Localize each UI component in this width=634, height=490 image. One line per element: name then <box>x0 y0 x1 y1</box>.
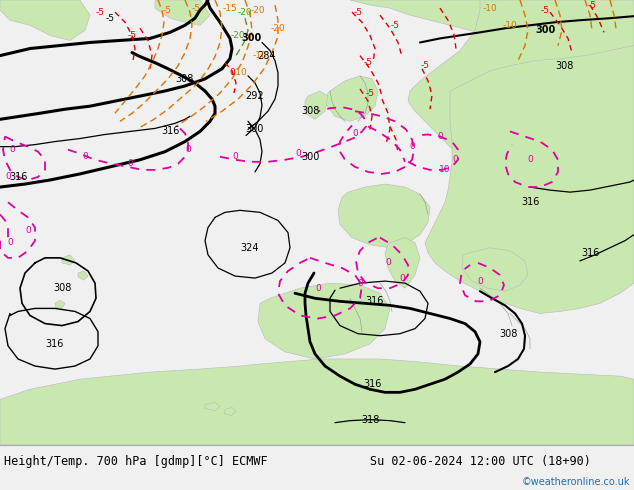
Text: -5: -5 <box>391 21 399 30</box>
Text: 318: 318 <box>361 415 379 425</box>
Polygon shape <box>350 0 634 76</box>
Polygon shape <box>155 0 210 25</box>
Text: 0: 0 <box>7 238 13 247</box>
Text: 0: 0 <box>315 284 321 293</box>
Text: 0: 0 <box>477 277 483 286</box>
Text: 316: 316 <box>364 379 382 389</box>
Text: 0: 0 <box>25 226 31 235</box>
Text: 316: 316 <box>46 339 64 349</box>
Text: -10: -10 <box>482 3 498 13</box>
Text: -5: -5 <box>365 89 375 98</box>
Polygon shape <box>462 248 528 291</box>
Text: 308: 308 <box>301 106 319 116</box>
Text: 284: 284 <box>257 50 275 61</box>
Polygon shape <box>62 255 75 265</box>
Text: 0: 0 <box>352 129 358 138</box>
Text: 0: 0 <box>232 152 238 161</box>
Polygon shape <box>78 271 88 280</box>
Polygon shape <box>224 408 236 416</box>
Text: -5: -5 <box>420 61 429 70</box>
Text: 0: 0 <box>357 279 363 288</box>
Text: -5: -5 <box>105 14 115 23</box>
Text: 0: 0 <box>82 152 88 161</box>
Text: 0: 0 <box>127 159 133 168</box>
Polygon shape <box>338 184 430 248</box>
Polygon shape <box>0 359 634 445</box>
Text: -10: -10 <box>233 68 247 77</box>
Text: 0: 0 <box>452 155 458 164</box>
Text: -20: -20 <box>271 24 285 33</box>
Text: 10: 10 <box>439 166 451 174</box>
Text: -5: -5 <box>541 5 550 15</box>
Text: 308: 308 <box>53 283 71 293</box>
Text: 308: 308 <box>499 329 517 339</box>
Text: 292: 292 <box>246 91 264 101</box>
Text: 324: 324 <box>241 243 259 253</box>
Text: 316: 316 <box>161 126 179 136</box>
Text: Su 02-06-2024 12:00 UTC (18+90): Su 02-06-2024 12:00 UTC (18+90) <box>370 455 591 468</box>
Text: -20: -20 <box>238 8 252 17</box>
Text: 300: 300 <box>301 152 319 162</box>
Text: 308: 308 <box>176 74 194 84</box>
Polygon shape <box>408 0 634 218</box>
Text: -5: -5 <box>162 5 172 15</box>
Text: 316: 316 <box>581 248 599 258</box>
Text: 0: 0 <box>385 258 391 268</box>
Text: -5: -5 <box>354 8 363 17</box>
Text: 316: 316 <box>9 172 27 182</box>
Polygon shape <box>385 238 420 288</box>
Text: 0: 0 <box>437 132 443 141</box>
Text: 0: 0 <box>9 145 15 154</box>
Text: 0: 0 <box>295 149 301 158</box>
Text: 308: 308 <box>556 61 574 71</box>
Text: Height/Temp. 700 hPa [gdmp][°C] ECMWF: Height/Temp. 700 hPa [gdmp][°C] ECMWF <box>4 455 268 468</box>
Text: 316: 316 <box>521 197 539 207</box>
Text: 0: 0 <box>399 273 405 283</box>
Polygon shape <box>425 46 634 314</box>
Text: 0: 0 <box>185 145 191 154</box>
Text: -15: -15 <box>223 3 237 13</box>
Polygon shape <box>205 402 220 411</box>
Polygon shape <box>258 283 390 359</box>
Polygon shape <box>55 300 65 308</box>
Text: -20: -20 <box>250 5 265 15</box>
Polygon shape <box>325 76 378 122</box>
Text: 316: 316 <box>366 296 384 306</box>
Text: 0: 0 <box>527 155 533 164</box>
Text: -5: -5 <box>127 31 136 40</box>
Text: ©weatheronline.co.uk: ©weatheronline.co.uk <box>522 477 630 487</box>
Text: -5: -5 <box>191 3 200 13</box>
Text: -10: -10 <box>252 51 268 60</box>
Polygon shape <box>305 91 328 120</box>
Text: -5: -5 <box>588 0 597 10</box>
Polygon shape <box>0 0 90 41</box>
Text: 300: 300 <box>535 25 555 35</box>
Text: -5: -5 <box>96 8 105 17</box>
Text: -10: -10 <box>503 21 517 30</box>
Text: 0: 0 <box>229 68 235 77</box>
Text: 300: 300 <box>242 33 262 44</box>
Text: 0: 0 <box>409 142 415 151</box>
Text: 300: 300 <box>246 124 264 134</box>
Text: 0: 0 <box>5 172 11 181</box>
Text: -5: -5 <box>363 58 373 67</box>
Text: -20: -20 <box>231 31 245 40</box>
